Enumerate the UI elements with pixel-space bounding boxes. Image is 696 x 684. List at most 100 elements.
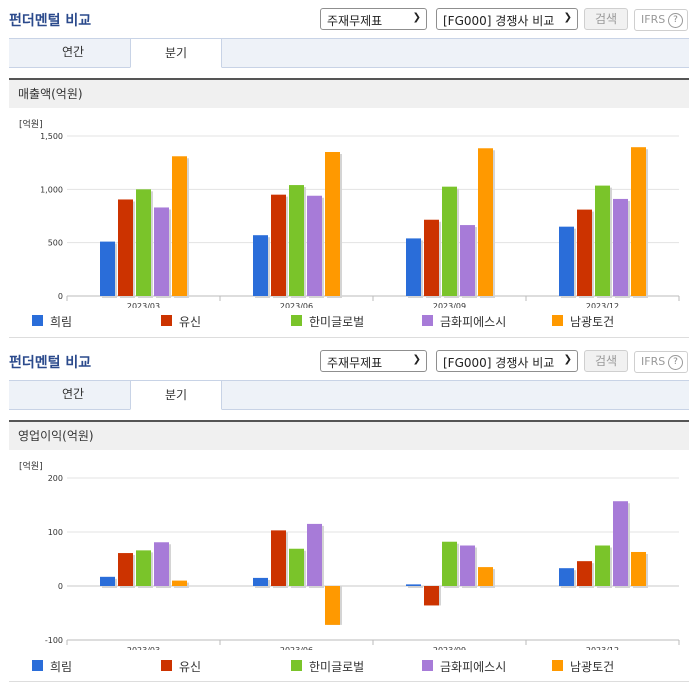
y-tick-label: -100	[45, 636, 63, 645]
y-tick-label: 500	[48, 239, 63, 248]
period-tabs: 연간 분기	[9, 38, 689, 68]
bar-금화피에스시-2023/12[interactable]	[613, 198, 628, 296]
bar-남광토건-2023/06[interactable]	[325, 152, 340, 296]
bar-남광토건-2023/03[interactable]	[172, 580, 187, 586]
legend-label: 한미글로벌	[309, 660, 365, 674]
legend-label: 유신	[179, 315, 202, 329]
period-tabs: 연간 분기	[9, 380, 689, 410]
tab-quarterly[interactable]: 분기	[130, 38, 222, 68]
legend-label: 희림	[50, 660, 73, 674]
bar-한미글로벌-2023/12[interactable]	[595, 545, 610, 587]
bar-희림-2023/12[interactable]	[559, 226, 574, 296]
legend-swatch	[161, 315, 172, 326]
bar-유신-2023/06[interactable]	[271, 530, 286, 586]
legend-swatch	[422, 315, 433, 326]
ifrs-label: IFRS	[641, 355, 666, 368]
bar-금화피에스시-2023/06[interactable]	[307, 195, 322, 296]
bar-희림-2023/12[interactable]	[559, 568, 574, 586]
legend-label: 금화피에스시	[440, 660, 507, 674]
bar-유신-2023/03[interactable]	[118, 553, 133, 586]
chevron-down-icon: ❯	[412, 354, 421, 365]
bar-희림-2023/06[interactable]	[253, 577, 268, 586]
chart-section-header: 영업이익(억원)	[9, 420, 689, 450]
bar-금화피에스시-2023/06[interactable]	[307, 523, 322, 586]
x-tick-label: 2023/12	[586, 646, 619, 650]
bar-shadow	[408, 586, 423, 588]
operating-profit-panel: 펀더멘털 비교 주재무제표 ❯ [FG000] 경쟁사 비교 ❯ 검색 IFRS…	[0, 342, 696, 684]
bar-한미글로벌-2023/03[interactable]	[136, 550, 151, 586]
legend-label: 한미글로벌	[309, 315, 365, 329]
chevron-down-icon: ❯	[563, 12, 572, 23]
x-tick-label: 2023/12	[586, 302, 619, 308]
bar-한미글로벌-2023/06[interactable]	[289, 548, 304, 586]
legend-swatch	[552, 315, 563, 326]
bar-한미글로벌-2023/03[interactable]	[136, 189, 151, 296]
bar-금화피에스시-2023/12[interactable]	[613, 501, 628, 586]
legend-swatch	[291, 660, 302, 671]
bar-유신-2023/09[interactable]	[424, 219, 439, 296]
x-tick-label: 2023/09	[433, 646, 466, 650]
help-icon[interactable]: ?	[668, 13, 683, 28]
y-tick-label: 1,000	[40, 185, 63, 194]
bar-유신-2023/12[interactable]	[577, 561, 592, 586]
statement-select[interactable]: 주재무제표 ❯	[320, 350, 427, 372]
search-button[interactable]: 검색	[584, 8, 628, 30]
bar-남광토건-2023/06[interactable]	[325, 586, 340, 625]
bar-금화피에스시-2023/09[interactable]	[460, 545, 475, 587]
chart-area: [억원] 0 500 1,000 1,500 2023/03 2023/06 2023/09…	[9, 108, 689, 338]
x-tick-label: 2023/06	[280, 302, 313, 308]
bar-금화피에스시-2023/03[interactable]	[154, 207, 169, 296]
legend-label: 유신	[179, 660, 202, 674]
compare-select-value: [FG000] 경쟁사 비교	[443, 14, 555, 28]
bar-남광토건-2023/12[interactable]	[631, 551, 646, 586]
x-tick-label: 2023/03	[127, 302, 160, 308]
bar-희림-2023/03[interactable]	[100, 576, 115, 586]
bar-희림-2023/03[interactable]	[100, 241, 115, 296]
bar-남광토건-2023/09[interactable]	[478, 148, 493, 296]
search-button[interactable]: 검색	[584, 350, 628, 372]
bar-유신-2023/03[interactable]	[118, 199, 133, 296]
y-tick-label: 1,500	[40, 132, 63, 141]
chevron-down-icon: ❯	[412, 12, 421, 23]
help-icon[interactable]: ?	[668, 355, 683, 370]
tab-quarterly[interactable]: 분기	[130, 380, 222, 410]
bar-한미글로벌-2023/12[interactable]	[595, 185, 610, 296]
bar-금화피에스시-2023/09[interactable]	[460, 225, 475, 296]
compare-select[interactable]: [FG000] 경쟁사 비교 ❯	[436, 350, 578, 372]
tab-annual[interactable]: 연간	[61, 387, 85, 401]
bar-유신-2023/09[interactable]	[424, 586, 439, 606]
bar-유신-2023/12[interactable]	[577, 209, 592, 296]
bar-한미글로벌-2023/09[interactable]	[442, 186, 457, 296]
bar-희림-2023/09[interactable]	[406, 238, 421, 296]
bar-희림-2023/06[interactable]	[253, 235, 268, 296]
unit-label: [억원]	[19, 462, 43, 472]
legend-label: 남광토건	[570, 315, 615, 329]
bar-한미글로벌-2023/09[interactable]	[442, 541, 457, 586]
tab-annual[interactable]: 연간	[61, 45, 85, 59]
bar-남광토건-2023/09[interactable]	[478, 567, 493, 586]
compare-select[interactable]: [FG000] 경쟁사 비교 ❯	[436, 8, 578, 30]
ifrs-label: IFRS	[641, 13, 666, 26]
y-tick-label: 0	[58, 582, 63, 591]
legend-swatch	[161, 660, 172, 671]
ifrs-button[interactable]: IFRS ?	[634, 351, 688, 373]
statement-select-value: 주재무제표	[327, 14, 383, 28]
bar-남광토건-2023/03[interactable]	[172, 156, 187, 296]
compare-select-value: [FG000] 경쟁사 비교	[443, 356, 555, 370]
revenue-chart: 0 500 1,000 1,500 2023/03 2023/06 2023/09 2023/…	[40, 132, 680, 308]
ifrs-button[interactable]: IFRS ?	[634, 9, 688, 31]
bar-유신-2023/06[interactable]	[271, 194, 286, 296]
bar-남광토건-2023/12[interactable]	[631, 147, 646, 296]
legend-swatch	[32, 660, 43, 671]
panel-title: 펀더멘털 비교	[9, 13, 92, 29]
legend-swatch	[422, 660, 433, 671]
panel-title: 펀더멘털 비교	[9, 355, 92, 371]
bar-금화피에스시-2023/03[interactable]	[154, 542, 169, 586]
bar-한미글로벌-2023/06[interactable]	[289, 185, 304, 296]
revenue-panel: 펀더멘털 비교 주재무제표 ❯ [FG000] 경쟁사 비교 ❯ 검색 IFRS…	[0, 0, 696, 340]
unit-label: [억원]	[19, 120, 43, 130]
bar-희림-2023/09[interactable]	[406, 584, 421, 586]
x-tick-label: 2023/06	[280, 646, 313, 650]
legend-swatch	[552, 660, 563, 671]
statement-select[interactable]: 주재무제표 ❯	[320, 8, 427, 30]
